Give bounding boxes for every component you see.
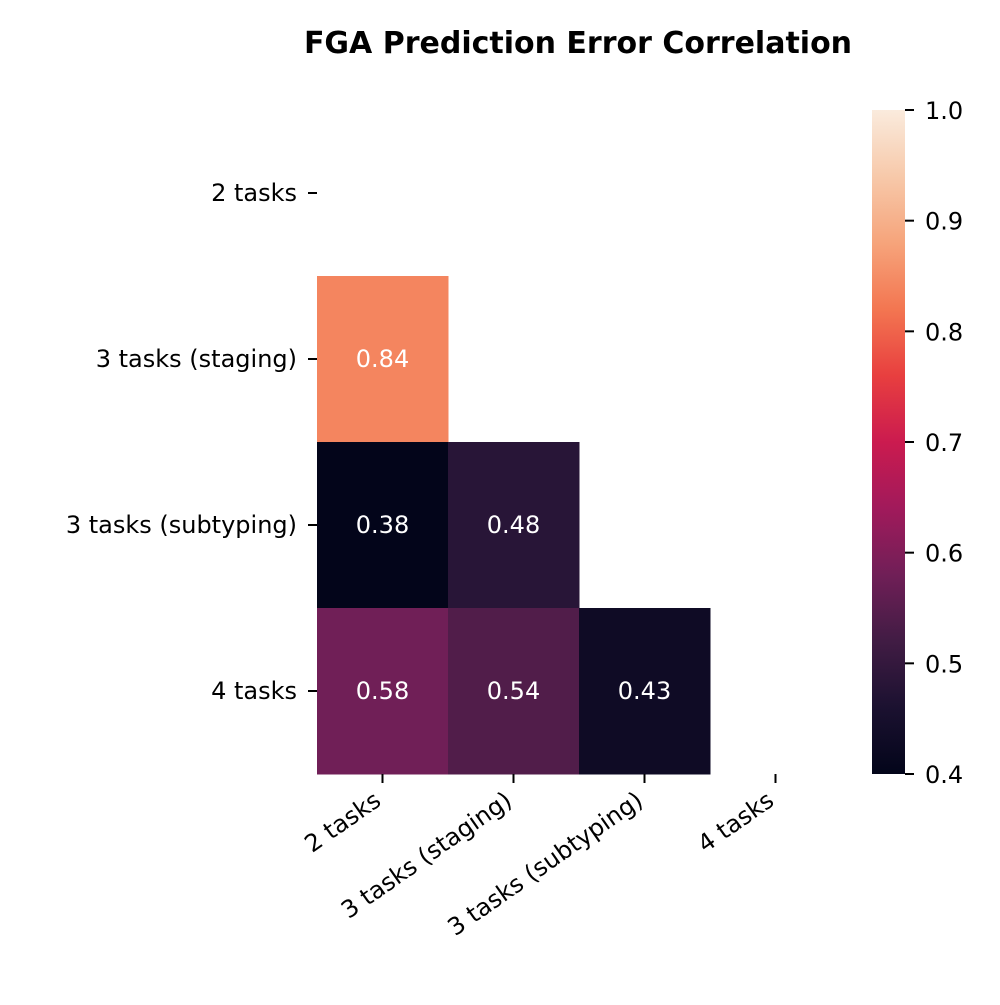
cell-value-label-r3-c0: 0.58 xyxy=(356,677,409,705)
y-axis: 2 tasks 3 tasks (staging) 3 tasks (subtypi… xyxy=(66,179,317,705)
colorbar-tick-label-3: 0.7 xyxy=(925,429,963,457)
colorbar-tick-label-6: 1.0 xyxy=(925,97,963,125)
y-tick-label-2: 3 tasks (subtyping) xyxy=(66,511,297,539)
heatmap-cell-r2-c0 xyxy=(317,442,449,609)
cell-value-label-r3-c1: 0.54 xyxy=(487,677,540,705)
colorbar-tick-label-4: 0.8 xyxy=(925,318,963,346)
heatmap-cell-r2-c1 xyxy=(448,442,580,609)
heatmap-cell-r3-c2 xyxy=(579,608,711,775)
chart-title: FGA Prediction Error Correlation xyxy=(304,26,852,61)
cell-value-label-r2-c1: 0.48 xyxy=(487,511,540,539)
colorbar-gradient xyxy=(872,110,905,774)
colorbar-tick-label-5: 0.9 xyxy=(925,208,963,236)
colorbar-tick-label-1: 0.5 xyxy=(925,650,963,678)
cell-value-label-r1-c0: 0.84 xyxy=(356,345,409,373)
cell-value-label-r3-c2: 0.43 xyxy=(618,677,671,705)
cell-value-label-r2-c0: 0.38 xyxy=(356,511,409,539)
x-tick-label-0: 2 tasks xyxy=(299,786,385,858)
heatmap-cell-labels: 0.84 0.38 0.48 0.58 0.54 0.43 xyxy=(356,345,671,705)
y-tick-label-3: 4 tasks xyxy=(211,677,297,705)
colorbar-tick-label-2: 0.6 xyxy=(925,540,963,568)
heatmap-cell-r3-c0 xyxy=(317,608,449,775)
heatmap-cell-r1-c0 xyxy=(317,276,449,443)
heatmap-cells xyxy=(317,276,711,775)
colorbar-ticks: 0.4 0.5 0.6 0.7 0.8 0.9 1.0 xyxy=(905,97,963,789)
colorbar-tick-label-0: 0.4 xyxy=(925,761,963,789)
y-tick-label-1: 3 tasks (staging) xyxy=(96,345,297,373)
y-tick-label-0: 2 tasks xyxy=(211,179,297,207)
colorbar: 0.4 0.5 0.6 0.7 0.8 0.9 1.0 xyxy=(872,97,963,789)
heatmap-cell-r3-c1 xyxy=(448,608,580,775)
x-tick-label-3: 4 tasks xyxy=(692,786,778,858)
